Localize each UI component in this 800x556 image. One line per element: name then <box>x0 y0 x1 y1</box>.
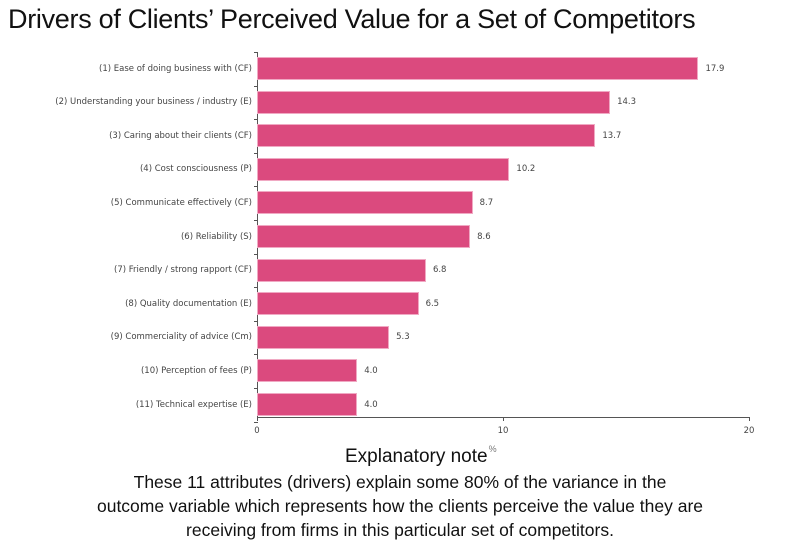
y-tick <box>254 220 258 221</box>
value-label: 17.9 <box>705 63 725 74</box>
category-label: (11) Technical expertise (E) <box>135 399 252 410</box>
bar <box>258 259 425 281</box>
value-label: 8.7 <box>479 197 494 208</box>
y-tick <box>254 421 258 423</box>
value-label: 4.0 <box>364 365 378 376</box>
category-label: (2) Understanding your business / indust… <box>55 97 252 108</box>
value-label: 10.2 <box>516 164 536 175</box>
x-tick <box>257 417 258 421</box>
y-tick <box>254 354 258 356</box>
bar <box>258 360 357 382</box>
chart-title: Drivers of Clients’ Perceived Value for … <box>8 4 696 34</box>
bar <box>258 326 389 348</box>
y-tick <box>254 152 258 154</box>
y-tick <box>254 320 258 322</box>
value-label: 6.8 <box>432 265 447 276</box>
bar <box>258 192 472 214</box>
value-label: 8.6 <box>477 231 491 242</box>
bar <box>258 394 357 415</box>
category-label: (1) Ease of doing business with (CF) <box>99 63 252 74</box>
value-label: 14.3 <box>617 97 636 108</box>
category-label: (8) Quality documentation (E) <box>125 298 252 309</box>
bar <box>258 58 698 79</box>
x-axis-unit: % <box>488 444 497 454</box>
note-line: receiving from firms in this particular … <box>186 520 614 540</box>
bar <box>258 125 595 147</box>
y-tick <box>254 85 258 87</box>
explanatory-note: These 11 attributes (drivers) explain so… <box>0 470 800 542</box>
x-axis-title: Explanatory note% <box>345 444 497 468</box>
y-tick <box>254 388 258 389</box>
bar <box>258 91 610 113</box>
note-line: outcome variable which represents how th… <box>96 496 704 516</box>
value-label: 4.0 <box>364 399 378 410</box>
category-label: (3) Caring about their clients (CF) <box>109 130 252 141</box>
value-label: 5.3 <box>396 332 410 343</box>
y-tick <box>254 186 258 188</box>
value-label: 6.5 <box>425 298 440 309</box>
category-label: (7) Friendly / strong rapport (CF) <box>114 265 252 276</box>
category-label: (5) Communicate effectively (CF) <box>110 197 252 208</box>
bar <box>258 293 418 315</box>
y-tick <box>254 253 258 255</box>
y-axis-line <box>257 52 258 418</box>
category-label: (9) Commerciality of advice (Cm) <box>110 332 252 343</box>
y-tick <box>254 287 258 289</box>
bar <box>258 158 509 180</box>
x-tick <box>503 417 504 421</box>
x-axis-label: Explanatory note <box>345 446 488 467</box>
y-tick <box>254 119 258 121</box>
category-label: (6) Reliability (S) <box>180 231 252 242</box>
note-line: These 11 attributes (drivers) explain so… <box>133 472 667 492</box>
value-label: 13.7 <box>602 130 622 141</box>
x-tick-label: 10 <box>497 426 509 436</box>
category-label: (4) Cost consciousness (P) <box>139 164 252 175</box>
x-tick <box>749 417 750 421</box>
x-tick-label: 20 <box>743 426 755 436</box>
y-tick <box>254 52 258 53</box>
bar <box>258 226 470 247</box>
x-tick-label: 0 <box>254 426 260 436</box>
category-label: (10) Perception of fees (P) <box>140 365 252 376</box>
